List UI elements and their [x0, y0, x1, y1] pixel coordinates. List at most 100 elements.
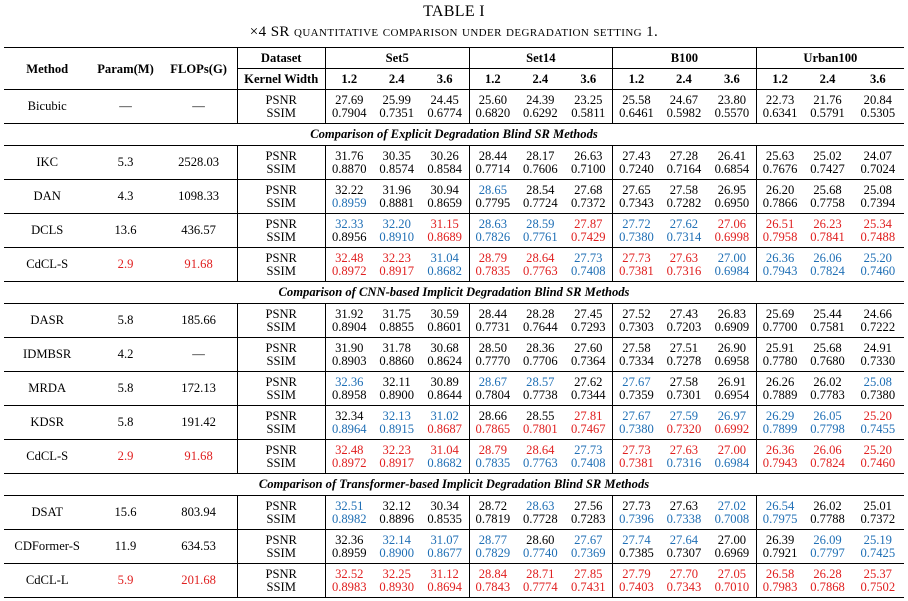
score-cell: 31.02 0.8687: [420, 405, 470, 440]
flops-value: —: [160, 89, 238, 124]
ssim-value: 0.8682: [427, 263, 462, 278]
score-cell: 22.73 0.6341: [756, 89, 804, 124]
score-cell: 28.64 0.7763: [516, 439, 565, 474]
metric-label: SSIM: [266, 455, 296, 470]
score-cell: 28.28 0.7644: [516, 303, 565, 338]
width-cell: 1.2: [469, 68, 517, 90]
ssim-value: 0.8682: [427, 455, 462, 470]
ssim-value: 0.8694: [427, 579, 462, 594]
method-name: MRDA: [4, 371, 91, 406]
width-cell: 2.4: [516, 68, 565, 90]
psnr-value: 26.23: [813, 216, 842, 231]
ssim-value: 0.7372: [860, 511, 896, 526]
table-row: MRDA 5.8 172.13 PSNR SSIM 32.36 0.8958 32.11 0.8…: [4, 371, 904, 406]
width-cell: 2.4: [659, 68, 709, 90]
psnr-value: 32.36: [335, 374, 364, 389]
score-cell: 27.67 0.7380: [612, 405, 660, 440]
ssim-value: 0.7943: [762, 455, 798, 470]
score-cell: 30.59 0.8601: [420, 303, 470, 338]
psnr-value: 26.05: [813, 408, 842, 423]
metric-label: SSIM: [266, 319, 296, 334]
ssim-value: 0.7429: [570, 229, 606, 244]
table-row: DASR 5.8 185.66 PSNR SSIM 31.92 0.8904 31.75 0.8…: [4, 303, 904, 338]
flops-value: 172.13: [160, 371, 238, 406]
ssim-value: 0.7381: [619, 455, 654, 470]
ssim-value: 0.7203: [666, 319, 702, 334]
psnr-value: 28.63: [526, 498, 555, 513]
ssim-value: 0.7819: [475, 511, 511, 526]
ssim-value: 0.8900: [379, 545, 415, 560]
psnr-value: 28.66: [478, 408, 508, 423]
psnr-value: 27.64: [669, 532, 699, 547]
ssim-value: 0.6950: [714, 195, 750, 210]
psnr-value: 27.06: [717, 216, 747, 231]
method-name: DAN: [4, 179, 91, 214]
metric-label: SSIM: [266, 263, 296, 278]
psnr-value: 31.90: [335, 340, 364, 355]
psnr-value: 27.52: [622, 306, 651, 321]
ssim-value: 0.7824: [810, 263, 845, 278]
metric-label: SSIM: [266, 387, 296, 402]
score-cell: 23.80 0.5570: [708, 89, 757, 124]
method-name: CdCL-L: [4, 563, 91, 598]
score-cell: 26.90 0.6958: [708, 337, 757, 372]
ssim-value: 0.6969: [714, 545, 750, 560]
ssim-value: 0.7380: [860, 387, 896, 402]
psnr-value: 24.66: [863, 306, 892, 321]
ssim-value: 0.7100: [570, 161, 606, 176]
psnr-value: 32.51: [335, 498, 364, 513]
score-cell: 25.44 0.7581: [803, 303, 852, 338]
score-cell: 32.25 0.8930: [372, 563, 421, 598]
score-cell: 32.51 0.8982: [325, 495, 373, 530]
psnr-value: 27.67: [622, 408, 651, 423]
psnr-value: 31.15: [430, 216, 459, 231]
ssim-value: 0.7408: [570, 263, 606, 278]
section-title: Comparison of Transformer-based Implicit…: [4, 473, 904, 496]
score-cell: 31.96 0.8881: [372, 179, 421, 214]
section-title: Comparison of CNN-based Implicit Degrada…: [4, 281, 904, 304]
method-name: KDSR: [4, 405, 91, 440]
ssim-value: 0.7343: [619, 195, 654, 210]
ssim-value: 0.6341: [762, 105, 798, 120]
score-cell: 28.84 0.7843: [469, 563, 517, 598]
psnr-value: 26.41: [717, 148, 747, 163]
psnr-value: 28.17: [526, 148, 555, 163]
psnr-value: 32.34: [335, 408, 364, 423]
ssim-value: 0.6984: [714, 455, 750, 470]
psnr-value: 27.63: [669, 442, 699, 457]
psnr-value: 28.64: [526, 442, 555, 457]
results-table: Method Param(M) FLOPs(G) Dataset Set5 Se…: [4, 47, 904, 598]
ssim-value: 0.8972: [331, 263, 367, 278]
score-cell: 32.52 0.8983: [325, 563, 373, 598]
metric-label: SSIM: [266, 579, 296, 594]
ssim-value: 0.7899: [762, 421, 798, 436]
score-cell: 26.28 0.7868: [803, 563, 852, 598]
score-cell: 31.04 0.8682: [420, 247, 470, 282]
score-cell: 26.02 0.7783: [803, 371, 852, 406]
ssim-value: 0.8964: [331, 421, 367, 436]
psnr-value: 27.00: [717, 442, 747, 457]
ssim-value: 0.7731: [475, 319, 511, 334]
score-cell: 24.39 0.6292: [516, 89, 565, 124]
score-cell: 31.76 0.8870: [325, 145, 373, 180]
score-cell: 25.37 0.7502: [851, 563, 904, 598]
width-cell: 2.4: [372, 68, 421, 90]
ssim-value: 0.7303: [619, 319, 654, 334]
score-cell: 26.05 0.7798: [803, 405, 852, 440]
ssim-value: 0.8917: [379, 263, 415, 278]
ssim-value: 0.8903: [331, 353, 367, 368]
psnr-value: 24.07: [863, 148, 892, 163]
ssim-value: 0.7943: [762, 263, 798, 278]
ssim-value: 0.8959: [331, 195, 367, 210]
table-caption: ×4 SR quantitative comparison under degr…: [249, 24, 659, 40]
ssim-value: 0.5811: [571, 105, 606, 120]
score-cell: 24.66 0.7222: [851, 303, 904, 338]
psnr-value: 27.51: [669, 340, 699, 355]
psnr-value: 28.72: [478, 498, 508, 513]
score-cell: 26.20 0.7866: [756, 179, 804, 214]
ssim-value: 0.8535: [427, 511, 462, 526]
metric-labels: PSNR SSIM: [236, 89, 326, 124]
psnr-value: 26.39: [765, 532, 795, 547]
psnr-value: 26.29: [765, 408, 795, 423]
ssim-value: 0.7408: [570, 455, 606, 470]
